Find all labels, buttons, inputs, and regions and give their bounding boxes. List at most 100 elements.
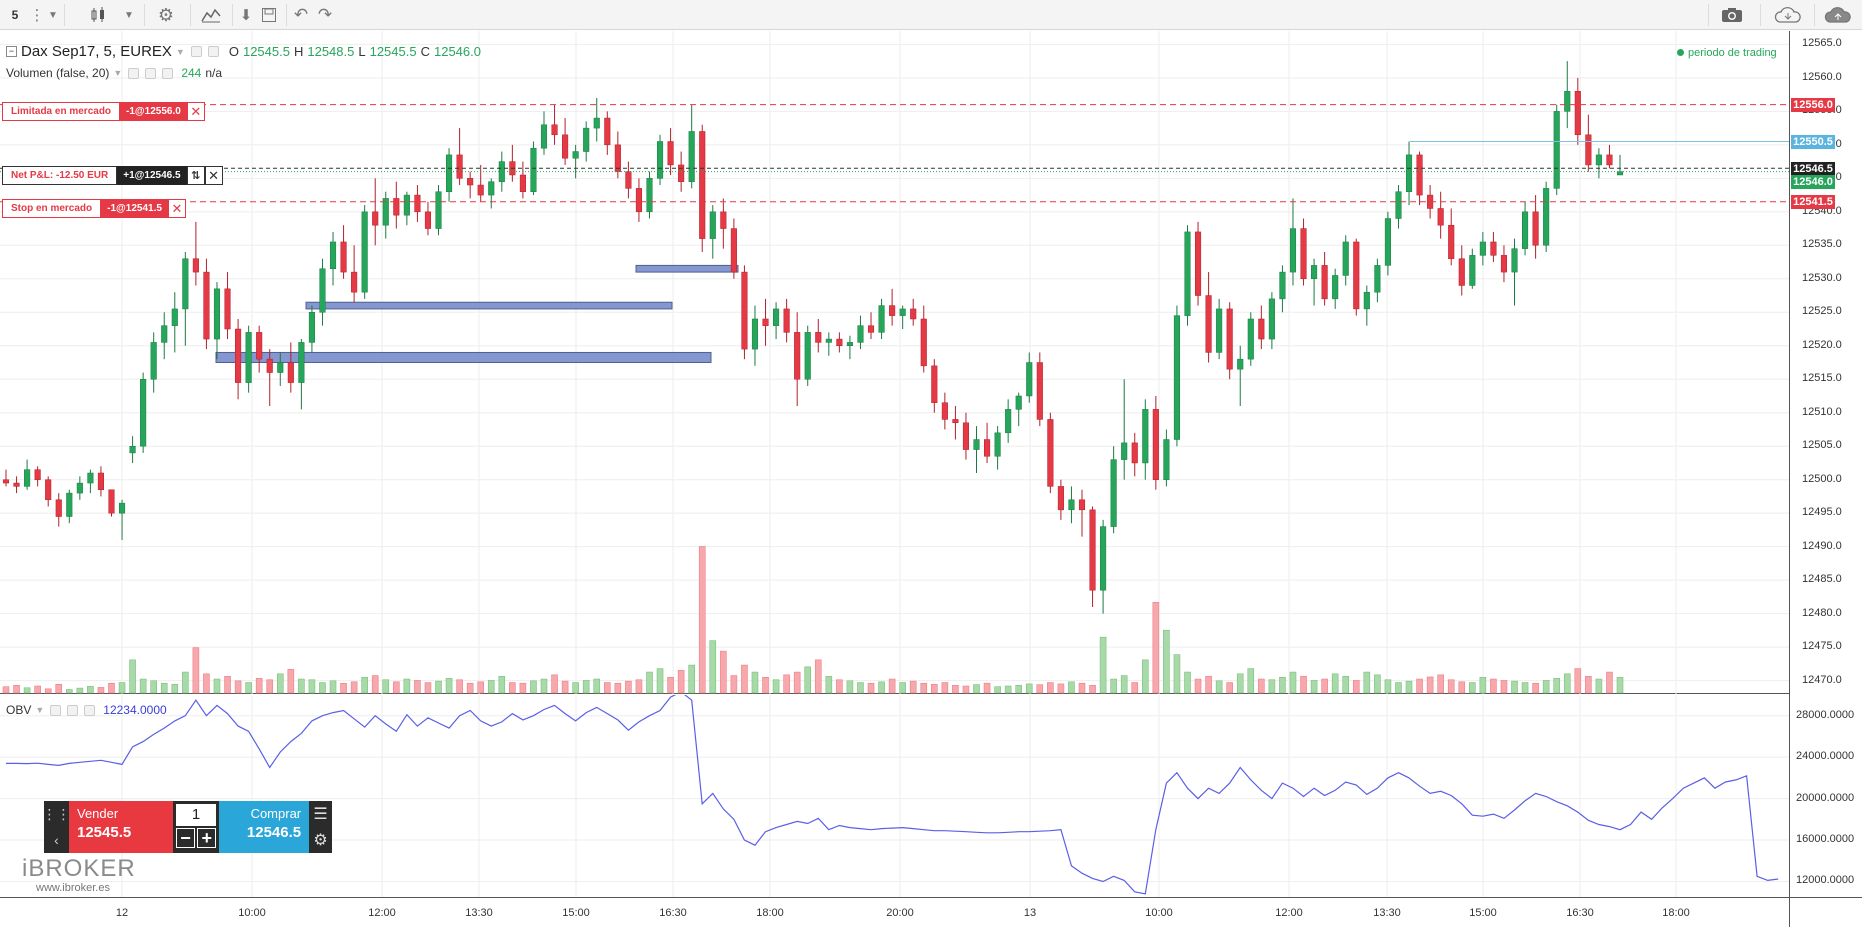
price-axis[interactable]: 12565.012560.012555.012550.012545.012540… bbox=[1789, 31, 1862, 897]
volume-bar bbox=[245, 682, 252, 694]
volume-bar bbox=[382, 679, 390, 694]
trading-period-indicator: periodo de trading bbox=[1677, 47, 1777, 59]
candle bbox=[150, 342, 157, 380]
visibility-mini-icon[interactable] bbox=[207, 46, 219, 57]
volume-value: 244 bbox=[181, 66, 202, 80]
volume-bar bbox=[1078, 682, 1086, 694]
settings-mini-icon[interactable] bbox=[50, 704, 62, 716]
redo-icon[interactable]: ↷ bbox=[317, 5, 333, 24]
volume-bar bbox=[129, 659, 136, 694]
candle bbox=[1247, 318, 1254, 360]
close-icon[interactable]: ✕ bbox=[186, 102, 205, 121]
buy-button[interactable]: Comprar 12546.5 bbox=[219, 801, 310, 853]
candle bbox=[941, 402, 948, 420]
limit-order-qty[interactable]: -1@12556.0 bbox=[120, 102, 187, 121]
time-axis[interactable]: 12 10:00 12:00 13:30 15:00 16:30 18:00 20:00 13 1… bbox=[0, 897, 1789, 927]
candle bbox=[1532, 211, 1539, 246]
interval-button[interactable]: 5 bbox=[11, 8, 19, 22]
undo-icon[interactable]: ↶ bbox=[293, 5, 309, 24]
quantity-input[interactable]: 1 bbox=[175, 804, 217, 826]
download-icon[interactable]: ⬇ bbox=[239, 7, 253, 24]
candle bbox=[446, 154, 453, 192]
volume-bar bbox=[1068, 681, 1075, 694]
candle bbox=[97, 472, 104, 490]
volume-bar bbox=[13, 685, 20, 694]
position-qty[interactable]: +1@12546.5 bbox=[117, 166, 187, 185]
save-icon[interactable] bbox=[258, 3, 280, 27]
volume-bar bbox=[234, 680, 242, 694]
volume-bar bbox=[1131, 682, 1139, 694]
open-label: O bbox=[228, 44, 239, 59]
obv-title[interactable]: OBV bbox=[6, 703, 32, 717]
time-tick-label: 16:30 bbox=[1566, 907, 1594, 919]
minus-icon[interactable]: − bbox=[175, 828, 196, 848]
sell-button[interactable]: Vender 12545.5 bbox=[69, 801, 173, 853]
camera-icon[interactable] bbox=[1716, 3, 1748, 27]
collapse-icon[interactable]: − bbox=[6, 46, 17, 57]
visibility-mini-icon[interactable] bbox=[145, 67, 157, 79]
chevron-left-icon[interactable]: ‹ bbox=[54, 832, 59, 849]
position-line[interactable]: Net P&L: -12.50 EUR +1@12546.5 ⇅ ✕ bbox=[2, 166, 223, 185]
hamburger-icon[interactable]: ☰ bbox=[313, 806, 328, 823]
candles-icon[interactable] bbox=[86, 3, 110, 27]
close-icon[interactable]: ✕ bbox=[167, 199, 186, 218]
time-tick-label: 16:30 bbox=[659, 907, 687, 919]
close-mini-icon[interactable] bbox=[162, 67, 174, 79]
volume-bar bbox=[1542, 680, 1550, 694]
limit-order-line[interactable]: Limitada en mercado -1@12556.0 ✕ bbox=[2, 102, 205, 121]
stop-order-label[interactable]: Stop en mercado bbox=[2, 199, 102, 218]
sell-label: Vender bbox=[77, 806, 119, 821]
candle bbox=[87, 472, 94, 484]
cloud-upload-icon[interactable] bbox=[1818, 3, 1858, 27]
more-vert-icon[interactable]: ⋮ bbox=[29, 7, 45, 24]
candle bbox=[1585, 134, 1592, 166]
chevron-down-icon[interactable]: ▼ bbox=[175, 46, 185, 57]
gear-icon[interactable]: ⚙ bbox=[313, 832, 328, 849]
gear-icon[interactable]: ⚙ bbox=[157, 4, 175, 25]
close-icon[interactable]: ✕ bbox=[204, 166, 223, 185]
visibility-mini-icon[interactable] bbox=[67, 704, 79, 716]
volume-bar bbox=[1089, 685, 1096, 694]
settings-mini-icon[interactable] bbox=[128, 67, 140, 79]
candle bbox=[351, 271, 358, 293]
cloud-download-icon[interactable] bbox=[1768, 3, 1808, 27]
candle bbox=[13, 482, 20, 487]
volume-bar bbox=[298, 678, 305, 694]
candle bbox=[203, 271, 210, 340]
stop-order-line[interactable]: Stop en mercado -1@12541.5 ✕ bbox=[2, 199, 186, 218]
caret-icon[interactable]: ▼ bbox=[48, 9, 58, 21]
close-mini-icon[interactable] bbox=[84, 704, 96, 716]
volume-bar bbox=[846, 680, 854, 694]
candle bbox=[540, 124, 548, 149]
indicators-icon[interactable] bbox=[198, 3, 224, 27]
volume-bar bbox=[888, 678, 896, 694]
candle bbox=[277, 362, 284, 373]
candle bbox=[572, 151, 579, 159]
candle bbox=[1015, 395, 1022, 410]
caret-icon[interactable]: ▼ bbox=[124, 9, 134, 21]
volume-bar bbox=[1184, 671, 1191, 694]
stop-order-qty[interactable]: -1@12541.5 bbox=[101, 199, 168, 218]
obv-chart[interactable] bbox=[0, 695, 1789, 897]
candle bbox=[182, 258, 189, 310]
settings-mini-icon[interactable] bbox=[190, 46, 202, 57]
volume-bar bbox=[688, 664, 695, 694]
candle bbox=[1543, 188, 1550, 246]
volume-bar bbox=[456, 679, 463, 694]
price-chart[interactable] bbox=[0, 31, 1789, 694]
symbol-title[interactable]: Dax Sep17, 5, EUREX bbox=[21, 43, 172, 60]
candle bbox=[709, 211, 716, 239]
widget-handle[interactable]: ⋮⋮ ‹ bbox=[42, 801, 71, 853]
obv-pane[interactable] bbox=[0, 695, 1789, 897]
symbol-legend: − Dax Sep17, 5, EUREX ▼ O 12545.5 H 12548.… bbox=[6, 43, 481, 60]
drag-handle-icon[interactable]: ⋮⋮ bbox=[42, 805, 71, 822]
reverse-icon[interactable]: ⇅ bbox=[186, 166, 205, 185]
candle bbox=[161, 325, 168, 343]
chevron-down-icon[interactable]: ▼ bbox=[35, 705, 45, 715]
main-chart-pane[interactable] bbox=[0, 31, 1789, 694]
net-pnl-label[interactable]: Net P&L: -12.50 EUR bbox=[2, 166, 118, 185]
chevron-down-icon[interactable]: ▼ bbox=[113, 68, 123, 78]
volume-title[interactable]: Volumen (false, 20) bbox=[6, 66, 110, 80]
limit-order-label[interactable]: Limitada en mercado bbox=[2, 102, 121, 121]
plus-icon[interactable]: + bbox=[197, 828, 217, 848]
